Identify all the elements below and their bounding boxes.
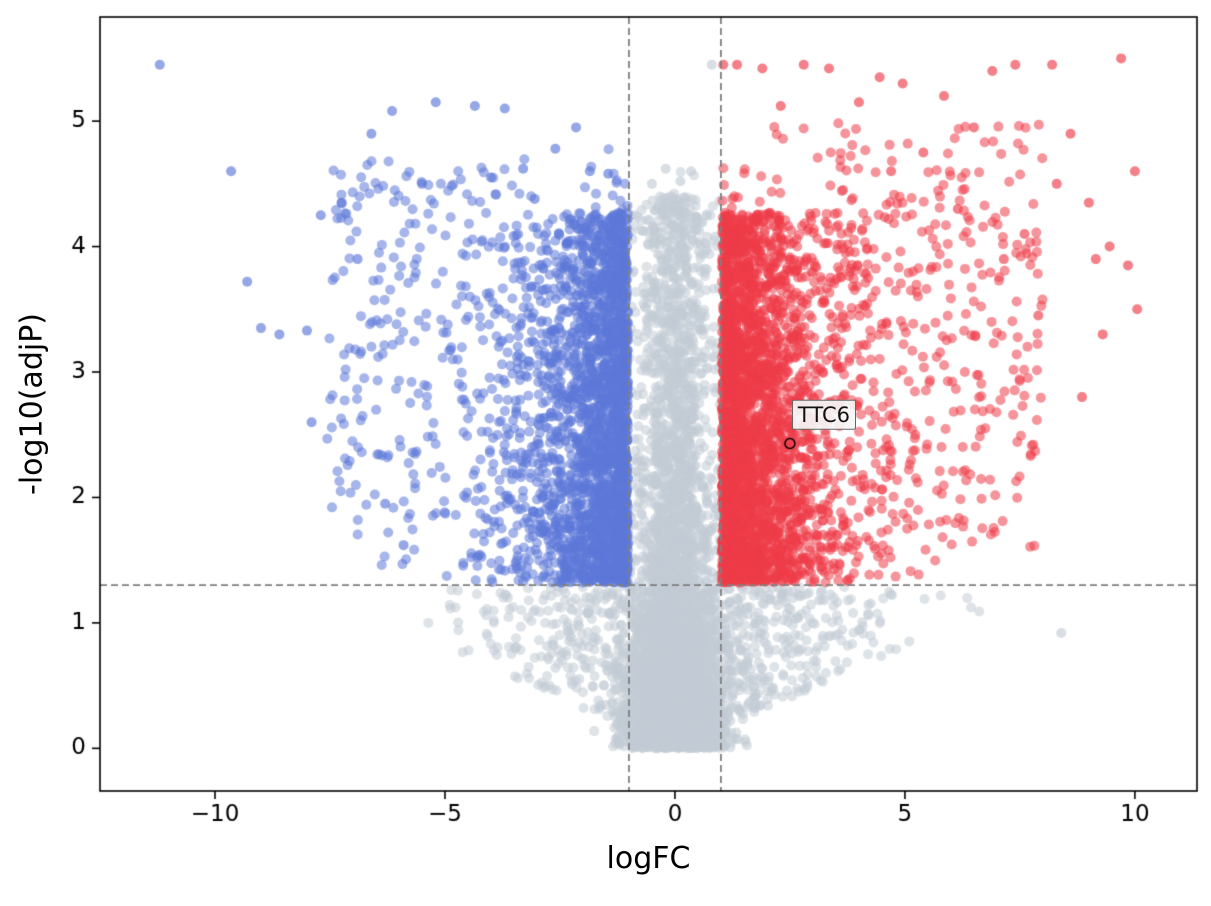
x-axis-label: logFC xyxy=(606,841,691,876)
annotation-label: TTC6 xyxy=(791,399,857,430)
y-axis-label: -log10(adjP) xyxy=(14,313,50,495)
